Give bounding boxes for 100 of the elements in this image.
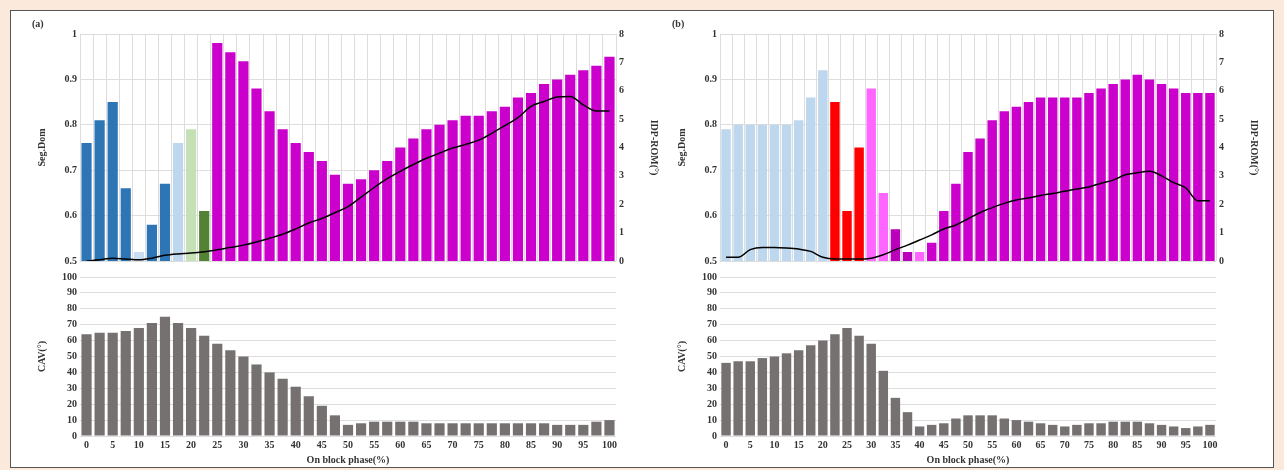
y-axis-title: Seg.Dom bbox=[675, 127, 687, 167]
x-tick-label: 5 bbox=[747, 438, 753, 450]
y-tick-label: 0.8 bbox=[704, 118, 717, 130]
x-tick-label: 25 bbox=[842, 438, 853, 450]
x-tick-label: 45 bbox=[316, 438, 327, 450]
y-tick-label: 80 bbox=[67, 302, 77, 314]
bar bbox=[107, 332, 118, 436]
y-tick-label: 0 bbox=[712, 429, 717, 441]
bar bbox=[1205, 424, 1215, 436]
y-tick-label: 100 bbox=[62, 270, 77, 282]
y2-tick-label: 0 bbox=[1219, 254, 1224, 266]
bar bbox=[806, 345, 816, 436]
chart-title: (a) bbox=[32, 17, 44, 30]
x-tick-label: 70 bbox=[1059, 438, 1070, 450]
bar bbox=[1156, 424, 1167, 436]
x-tick-label: 5 bbox=[110, 438, 116, 450]
bar bbox=[369, 421, 380, 436]
bar bbox=[565, 424, 576, 436]
bar bbox=[342, 424, 354, 436]
bar bbox=[745, 361, 755, 436]
bar bbox=[1060, 426, 1070, 436]
bar bbox=[120, 331, 131, 436]
y2-tick-label: 4 bbox=[1219, 141, 1224, 153]
x-tick-label: 65 bbox=[421, 438, 432, 450]
y2-tick-label: 6 bbox=[1219, 84, 1224, 96]
x-tick-label: 65 bbox=[1035, 438, 1046, 450]
y2-tick-label: 6 bbox=[619, 84, 624, 96]
y-tick-label: 50 bbox=[707, 350, 717, 362]
y2-tick-label: 2 bbox=[619, 197, 624, 209]
bar bbox=[146, 323, 157, 436]
y-tick-label: 70 bbox=[67, 318, 77, 330]
bar bbox=[1181, 428, 1191, 436]
bar bbox=[225, 350, 236, 436]
x-tick-label: 10 bbox=[133, 438, 144, 450]
y-tick-label: 70 bbox=[707, 318, 717, 330]
y-tick-label: 0.5 bbox=[704, 254, 717, 266]
bar bbox=[914, 426, 925, 436]
x-tick-label: 85 bbox=[526, 438, 537, 450]
y2-tick-label: 8 bbox=[619, 27, 624, 39]
x-tick-label: 80 bbox=[499, 438, 510, 450]
y2-tick-label: 5 bbox=[1219, 112, 1224, 124]
y-tick-label: 1 bbox=[72, 27, 77, 39]
line-series bbox=[85, 95, 611, 261]
x-tick-label: 10 bbox=[769, 438, 780, 450]
y-tick-label: 20 bbox=[707, 397, 717, 409]
bar bbox=[395, 421, 406, 436]
bar bbox=[781, 353, 792, 436]
x-tick-label: 30 bbox=[238, 438, 249, 450]
y-tick-label: 50 bbox=[67, 350, 77, 362]
chart-title: (b) bbox=[672, 17, 685, 30]
bar bbox=[578, 424, 589, 436]
bar bbox=[539, 423, 550, 436]
y-tick-label: 30 bbox=[67, 381, 77, 393]
y-tick-label: 0 bbox=[72, 429, 77, 441]
y2-tick-label: 1 bbox=[619, 226, 624, 238]
bar bbox=[878, 370, 889, 436]
x-tick-label: 95 bbox=[578, 438, 589, 450]
bar bbox=[251, 364, 262, 436]
bar bbox=[1084, 423, 1094, 436]
y-axis-title: CAV(°) bbox=[675, 340, 688, 373]
bar bbox=[473, 423, 484, 436]
x-tick-label: 40 bbox=[914, 438, 925, 450]
bar bbox=[866, 343, 876, 436]
x-tick-label: 20 bbox=[186, 438, 197, 450]
bar bbox=[525, 423, 537, 436]
x-tick-label: 90 bbox=[1156, 438, 1167, 450]
bar bbox=[264, 372, 275, 436]
y2-axis-title: IDP-ROM(°) bbox=[1248, 119, 1261, 176]
x-tick-label: 20 bbox=[817, 438, 828, 450]
bar bbox=[604, 420, 615, 436]
y-tick-label: 0.7 bbox=[64, 163, 77, 175]
y-tick-label: 90 bbox=[707, 286, 717, 298]
bar bbox=[939, 423, 949, 436]
bar bbox=[830, 334, 840, 436]
x-tick-label: 90 bbox=[552, 438, 563, 450]
y-tick-label: 60 bbox=[707, 334, 717, 346]
y-tick-label: 20 bbox=[67, 397, 77, 409]
bar bbox=[212, 343, 223, 436]
y2-tick-label: 4 bbox=[619, 141, 624, 153]
bar bbox=[1120, 421, 1130, 436]
bar bbox=[951, 418, 961, 436]
bar bbox=[133, 327, 144, 436]
x-tick-label: 45 bbox=[938, 438, 949, 450]
bar bbox=[1132, 421, 1143, 436]
y2-tick-label: 3 bbox=[1219, 169, 1224, 181]
bar bbox=[186, 327, 197, 436]
bar bbox=[842, 327, 852, 436]
bar bbox=[355, 423, 367, 436]
y-tick-label: 60 bbox=[67, 334, 77, 346]
x-tick-label: 55 bbox=[987, 438, 998, 450]
y2-tick-label: 5 bbox=[619, 112, 624, 124]
bar bbox=[1108, 421, 1118, 436]
bar bbox=[94, 332, 105, 436]
bar bbox=[818, 340, 828, 436]
x-tick-label: 15 bbox=[159, 438, 170, 450]
x-tick-label: 0 bbox=[723, 438, 729, 450]
bar bbox=[902, 412, 913, 436]
bar bbox=[290, 386, 301, 436]
x-tick-label: 60 bbox=[395, 438, 406, 450]
bar bbox=[1023, 421, 1034, 436]
